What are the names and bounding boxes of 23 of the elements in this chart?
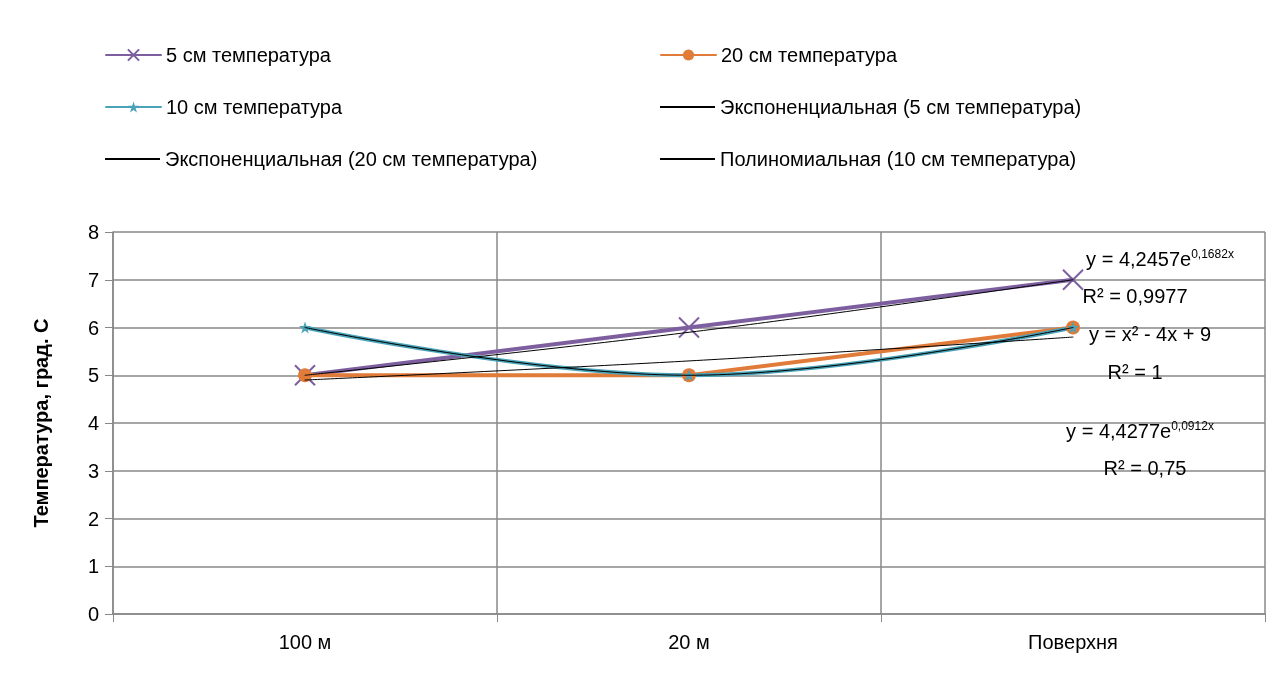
y-tick-label: 8: [87, 221, 99, 243]
annotation: R² = 0,75: [1103, 457, 1187, 479]
y-tick-label: 5: [87, 364, 99, 387]
x-tick-label: 100 м: [278, 631, 332, 653]
legend-label: 20 см температура: [721, 44, 898, 66]
annotation: R² = 0,9977: [1082, 285, 1188, 307]
y-tick-label: 4: [87, 412, 99, 434]
y-tick-label: 0: [87, 603, 99, 625]
legend-label: 5 см температура: [166, 44, 332, 66]
y-axis-title: Температура, град. С: [30, 318, 52, 528]
legend-label: Экспоненциальная (20 см температура): [165, 148, 538, 170]
legend-label: Экспоненциальная (5 см температура): [720, 96, 1082, 118]
annotation: R² = 1: [1107, 361, 1163, 383]
x-tick-label: Поверхня: [1028, 631, 1118, 653]
y-tick-label: 2: [87, 507, 99, 530]
legend-label: 10 см температура: [166, 96, 343, 118]
y-tick-label: 7: [87, 268, 99, 291]
legend-label: Полиномиальная (10 см температура): [720, 148, 1077, 170]
y-tick-label: 1: [87, 555, 99, 578]
x-tick-label: 20 м: [668, 631, 710, 653]
y-tick-label: 6: [87, 316, 99, 339]
annotation: y = x² - 4x + 9: [1088, 323, 1212, 345]
y-tick-label: 3: [87, 459, 99, 482]
